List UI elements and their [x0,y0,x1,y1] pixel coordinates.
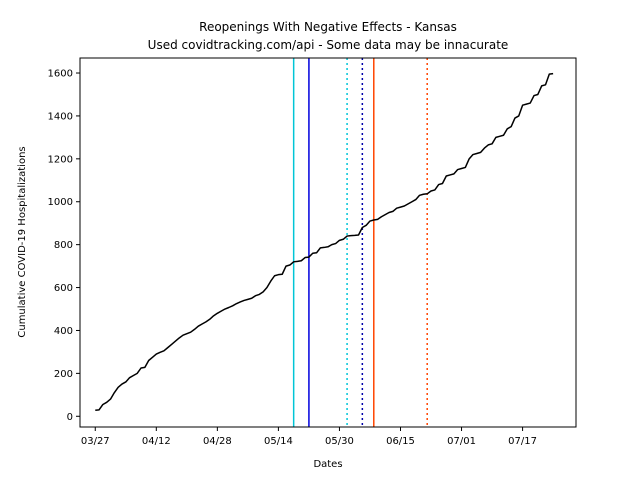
y-tick-label: 0 [67,412,73,423]
x-tick-label: 06/15 [386,436,415,447]
series-line-1 [95,72,554,412]
x-tick-label: 07/17 [508,436,537,447]
x-tick-label: 03/27 [81,436,110,447]
x-tick-label: 04/12 [142,436,171,447]
y-tick-label: 1000 [48,197,73,208]
axes-frame [79,57,577,428]
chart-title: Reopenings With Negative Effects - Kansa… [199,20,457,34]
y-tick-label: 1400 [48,111,73,122]
y-axis-label: Cumulative COVID-19 Hospitalizations [17,146,28,337]
x-tick-label: 05/14 [264,436,293,447]
y-tick-label: 600 [54,283,73,294]
x-tick-label: 05/30 [325,436,354,447]
plot-area [79,57,577,428]
y-tick-label: 1200 [48,154,73,165]
y-axis-ticks: 0 200 400 600 800 1000 1200 1400 1600 [48,69,80,423]
x-tick-label: 04/28 [203,436,232,447]
y-tick-label: 400 [54,326,73,337]
x-axis-label: Dates [313,459,342,470]
y-tick-label: 800 [54,240,73,251]
x-axis-ticks: 03/27 04/12 04/28 05/14 05/30 06/15 07/01 07/17 [81,427,537,447]
chart-subtitle: Used covidtracking.com/api - Some data m… [148,38,509,52]
y-tick-label: 1600 [48,69,73,80]
x-tick-label: 07/01 [447,436,476,447]
y-tick-label: 200 [54,369,73,380]
